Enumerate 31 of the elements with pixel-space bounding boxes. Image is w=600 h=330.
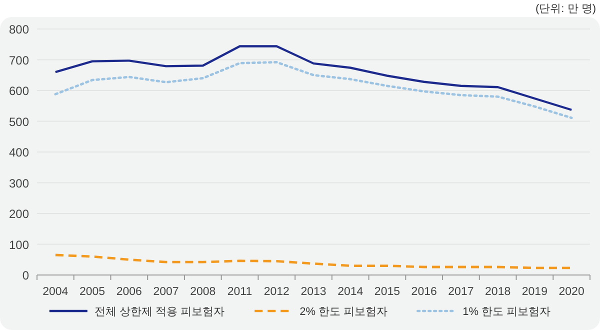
y-tick-label: 200 (8, 207, 30, 221)
legend-label: 1% 한도 피보험자 (462, 306, 551, 318)
y-tick-label: 0 (22, 268, 30, 282)
y-tick-label: 100 (8, 238, 30, 252)
x-tick-label: 2008 (190, 286, 216, 298)
legend-label: 2% 한도 피보험자 (300, 306, 388, 318)
y-tick-label: 800 (8, 22, 30, 36)
x-tick-label: 2005 (80, 286, 106, 298)
x-tick-label: 2016 (411, 286, 437, 298)
x-tick-label: 2007 (153, 286, 179, 298)
x-tick-label: 2014 (338, 286, 364, 298)
x-tick-label: 2019 (522, 286, 548, 298)
y-tick-label: 700 (8, 53, 30, 68)
x-tick-label: 2006 (116, 286, 142, 298)
line-series (54, 61, 573, 120)
x-tick-label: 2004 (42, 286, 69, 298)
x-tick-label: 2013 (300, 286, 326, 298)
x-tick-label: 2020 (558, 286, 584, 298)
line-series (54, 254, 573, 270)
x-tick-label: 2018 (485, 286, 511, 298)
line-series (54, 45, 573, 111)
x-tick-label: 2017 (448, 286, 474, 298)
x-tick-label: 2012 (264, 286, 290, 298)
legend-label: 전체 상한제 적용 피보험자 (94, 306, 225, 318)
y-tick-label: 500 (8, 114, 30, 129)
y-tick-label: 300 (8, 176, 30, 190)
text: (단위: 만 명) (536, 3, 596, 15)
x-tick-label: 2011 (227, 286, 252, 298)
y-tick-label: 400 (8, 146, 30, 160)
y-tick-label: 600 (8, 84, 30, 98)
x-tick-label: 2015 (374, 286, 400, 298)
